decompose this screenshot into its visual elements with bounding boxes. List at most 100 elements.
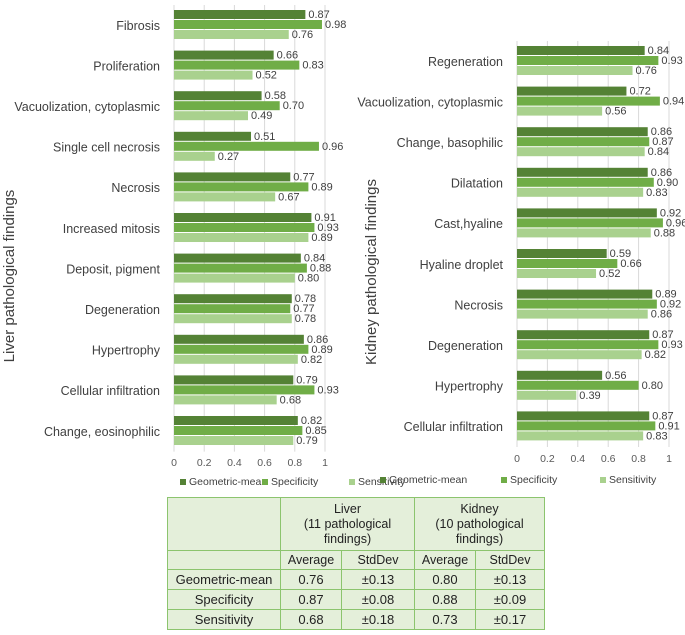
liver-bar-value: 0.80 — [298, 273, 319, 285]
liver-category-label: Necrosis — [111, 181, 160, 195]
liver-bar-value: 0.89 — [311, 344, 332, 356]
kidney-bar — [517, 390, 577, 400]
liver-bar — [174, 151, 215, 161]
liver-bar-value: 0.77 — [293, 303, 314, 315]
kidney-header-line2: (10 pathological — [435, 516, 524, 531]
kidney-bar — [517, 249, 607, 258]
kidney-tick-label: 0.4 — [570, 453, 585, 465]
kidney-legend-label: Sensitivity — [609, 474, 657, 486]
kidney-bar — [517, 340, 659, 350]
summary-table: Liver (11 pathological findings) Kidney … — [167, 497, 545, 630]
liver-bar — [174, 20, 322, 29]
kidney-stddev-value: ±0.13 — [475, 569, 545, 590]
kidney-bar — [517, 309, 648, 319]
metric-label: Sensitivity — [167, 609, 281, 630]
liver-stddev-header: StdDev — [341, 550, 415, 570]
kidney-tick-label: 0.2 — [540, 453, 555, 465]
kidney-bar — [517, 431, 644, 441]
kidney-bar-value: 0.90 — [657, 177, 678, 189]
kidney-bar-value: 0.80 — [642, 380, 663, 392]
kidney-bar-value: 0.96 — [666, 217, 685, 229]
liver-bar-value: 0.87 — [308, 9, 329, 21]
liver-legend-swatch — [180, 479, 186, 485]
liver-bar — [174, 375, 294, 385]
liver-bar-value: 0.49 — [251, 110, 272, 122]
subheader-empty-cell — [167, 550, 281, 570]
kidney-bar-value: 0.89 — [655, 289, 676, 301]
liver-bar — [174, 60, 300, 70]
kidney-tick-label: 0.6 — [601, 453, 616, 465]
kidney-bar-value: 0.39 — [579, 390, 600, 402]
kidney-bar — [517, 421, 656, 431]
kidney-header-line1: Kidney — [460, 501, 499, 516]
kidney-average-value: 0.73 — [414, 609, 476, 630]
kidney-legend-swatch — [600, 477, 606, 483]
kidney-bar-value: 0.83 — [646, 187, 667, 199]
liver-bar-value: 0.84 — [304, 253, 325, 265]
liver-bar — [174, 416, 298, 425]
liver-bar-value: 0.82 — [301, 415, 322, 427]
kidney-average-value: 0.88 — [414, 589, 476, 610]
kidney-bar — [517, 127, 648, 137]
liver-category-label: Fibrosis — [116, 19, 160, 33]
kidney-bar — [517, 370, 603, 380]
liver-legend-swatch — [262, 479, 268, 485]
table-header-row: Liver (11 pathological findings) Kidney … — [167, 497, 545, 551]
kidney-tick-label: 0.8 — [631, 453, 646, 465]
kidney-bar — [517, 380, 639, 390]
liver-bar — [174, 314, 292, 324]
kidney-bar — [517, 350, 642, 360]
kidney-bar-value: 0.82 — [645, 349, 666, 361]
kidney-bar-value: 0.88 — [654, 227, 675, 239]
liver-category-label: Single cell necrosis — [53, 141, 160, 155]
liver-bar-value: 0.27 — [218, 151, 239, 163]
kidney-bar — [517, 330, 650, 340]
liver-header-line2: (11 pathological — [303, 516, 392, 531]
kidney-category-label: Dilatation — [451, 177, 503, 191]
liver-bar-value: 0.89 — [311, 181, 332, 193]
kidney-average-value: 0.80 — [414, 569, 476, 590]
kidney-bar-value: 0.83 — [646, 430, 667, 442]
liver-bar — [174, 182, 309, 192]
liver-bar — [174, 30, 289, 39]
kidney-bar — [517, 259, 618, 268]
kidney-category-label: Cast,hyaline — [434, 217, 503, 231]
kidney-axis-title: Kidney pathological findings — [363, 179, 380, 365]
kidney-legend-swatch — [380, 477, 386, 483]
liver-bar — [174, 91, 262, 101]
kidney-bar — [517, 106, 603, 116]
liver-bar-value: 0.93 — [317, 222, 338, 234]
kidney-bar — [517, 46, 645, 55]
kidney-bar-value: 0.86 — [651, 309, 672, 321]
liver-bar — [174, 334, 304, 344]
liver-bar — [174, 213, 312, 222]
kidney-category-label: Regeneration — [428, 55, 503, 69]
liver-bar-value: 0.93 — [317, 384, 338, 396]
kidney-bar — [517, 299, 657, 309]
kidney-bar-value: 0.87 — [652, 136, 673, 148]
table-row: Sensitivity 0.68 ±0.18 0.73 ±0.17 — [167, 609, 545, 630]
liver-bar-value: 0.76 — [292, 29, 313, 41]
kidney-group-header: Kidney (10 pathological findings) — [414, 497, 545, 551]
kidney-category-label: Hypertrophy — [435, 380, 504, 394]
liver-axis-title: Liver pathological findings — [1, 190, 18, 363]
kidney-legend-label: Geometric-mean — [389, 474, 467, 486]
liver-bar-value: 0.52 — [256, 70, 277, 82]
kidney-category-label: Degeneration — [428, 339, 503, 353]
kidney-bar — [517, 96, 660, 106]
kidney-category-label: Necrosis — [454, 298, 503, 312]
liver-bar-value: 0.96 — [322, 141, 343, 153]
kidney-bar — [517, 167, 648, 177]
liver-bar-value: 0.83 — [302, 60, 323, 72]
kidney-tick-label: 0 — [514, 453, 520, 465]
kidney-bar-value: 0.87 — [652, 410, 673, 422]
kidney-tick-label: 1 — [666, 453, 672, 465]
liver-tick-label: 0.2 — [197, 457, 212, 469]
liver-tick-label: 0.8 — [287, 457, 302, 469]
liver-average-value: 0.87 — [280, 589, 342, 610]
kidney-bar — [517, 56, 659, 65]
liver-category-label: Increased mitosis — [63, 222, 160, 236]
liver-bar — [174, 111, 248, 121]
liver-bar-value: 0.88 — [310, 263, 331, 275]
liver-bar-value: 0.68 — [280, 394, 301, 406]
